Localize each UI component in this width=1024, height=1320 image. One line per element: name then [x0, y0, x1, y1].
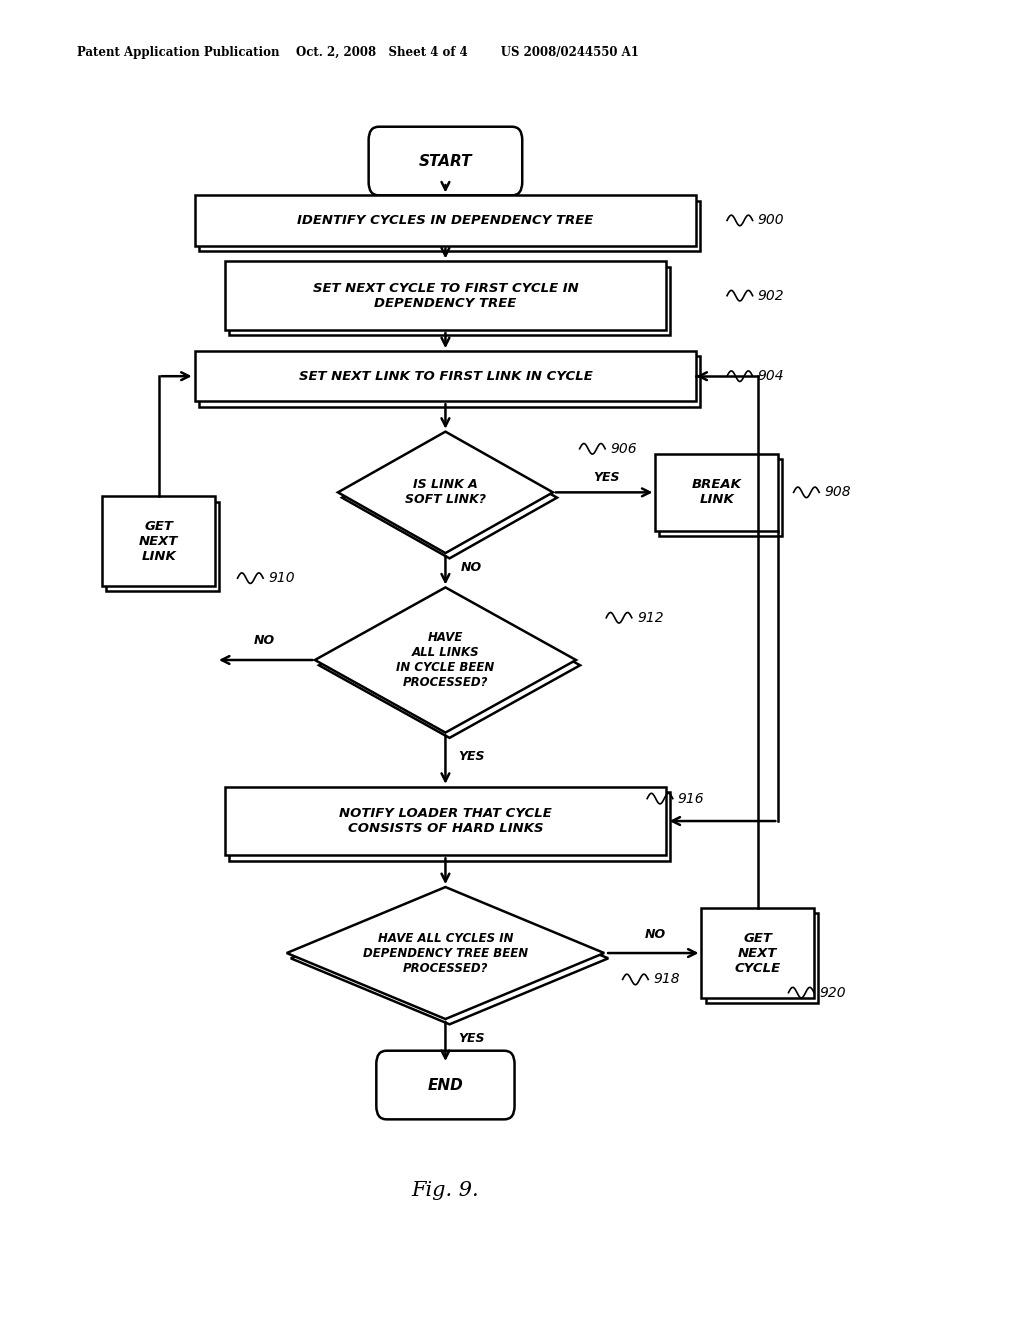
FancyBboxPatch shape [377, 1051, 514, 1119]
Text: 902: 902 [758, 289, 784, 302]
Polygon shape [315, 587, 575, 733]
Bar [199, 201, 700, 251]
Text: IS LINK A
SOFT LINK?: IS LINK A SOFT LINK? [404, 478, 486, 507]
Text: BREAK
LINK: BREAK LINK [692, 478, 741, 507]
Text: HAVE ALL CYCLES IN
DEPENDENCY TREE BEEN
PROCESSED?: HAVE ALL CYCLES IN DEPENDENCY TREE BEEN … [362, 932, 528, 974]
Text: 908: 908 [824, 486, 851, 499]
Text: 920: 920 [819, 986, 846, 999]
Text: SET NEXT CYCLE TO FIRST CYCLE IN
DEPENDENCY TREE: SET NEXT CYCLE TO FIRST CYCLE IN DEPENDE… [312, 281, 579, 310]
Text: YES: YES [458, 750, 484, 763]
Bar [102, 496, 215, 586]
Bar [655, 454, 778, 531]
Bar [225, 787, 666, 855]
Text: END: END [428, 1077, 463, 1093]
Text: IDENTIFY CYCLES IN DEPENDENCY TREE: IDENTIFY CYCLES IN DEPENDENCY TREE [297, 214, 594, 227]
Text: NO: NO [254, 634, 274, 647]
Bar [229, 792, 670, 861]
Bar [701, 908, 814, 998]
Text: NO: NO [461, 561, 481, 574]
Text: GET
NEXT
CYCLE: GET NEXT CYCLE [734, 932, 781, 974]
Bar [659, 459, 782, 536]
Text: YES: YES [593, 471, 620, 484]
Text: GET
NEXT
LINK: GET NEXT LINK [139, 520, 178, 562]
Text: 912: 912 [637, 611, 664, 624]
Text: NOTIFY LOADER THAT CYCLE
CONSISTS OF HARD LINKS: NOTIFY LOADER THAT CYCLE CONSISTS OF HAR… [339, 807, 552, 836]
Bar [225, 261, 666, 330]
Text: 910: 910 [268, 572, 295, 585]
FancyBboxPatch shape [369, 127, 522, 195]
Text: YES: YES [458, 1032, 484, 1045]
Bar [229, 267, 670, 335]
Text: HAVE
ALL LINKS
IN CYCLE BEEN
PROCESSED?: HAVE ALL LINKS IN CYCLE BEEN PROCESSED? [396, 631, 495, 689]
Text: 906: 906 [610, 442, 637, 455]
Text: 918: 918 [653, 973, 680, 986]
Bar [706, 913, 818, 1003]
Text: 916: 916 [678, 792, 705, 805]
Text: START: START [419, 153, 472, 169]
Polygon shape [338, 432, 553, 553]
Text: 904: 904 [758, 370, 784, 383]
Bar [195, 351, 696, 401]
Text: SET NEXT LINK TO FIRST LINK IN CYCLE: SET NEXT LINK TO FIRST LINK IN CYCLE [299, 370, 592, 383]
Text: Fig. 9.: Fig. 9. [412, 1181, 479, 1200]
Bar [106, 502, 219, 591]
Polygon shape [287, 887, 604, 1019]
Text: 900: 900 [758, 214, 784, 227]
Bar [195, 195, 696, 246]
Text: NO: NO [645, 928, 666, 941]
Text: Patent Application Publication    Oct. 2, 2008   Sheet 4 of 4        US 2008/024: Patent Application Publication Oct. 2, 2… [77, 46, 639, 59]
Bar [199, 356, 700, 407]
